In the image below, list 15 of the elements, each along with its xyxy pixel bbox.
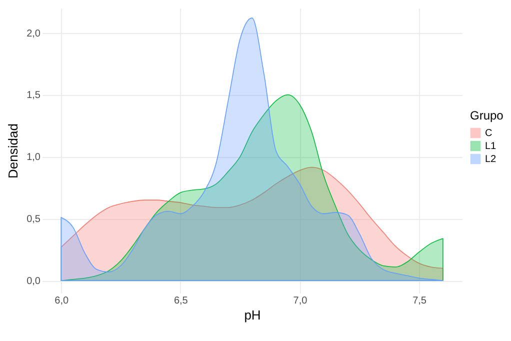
legend-title: Grupo bbox=[470, 108, 504, 122]
x-tick-label: 7,0 bbox=[293, 296, 308, 306]
legend-label: L2 bbox=[485, 154, 497, 165]
y-tick-label: 1,0 bbox=[26, 152, 41, 164]
y-axis-title: Densidad bbox=[6, 124, 21, 178]
x-tick-label: 6,0 bbox=[54, 296, 69, 306]
y-tick-label: 0,5 bbox=[26, 214, 41, 226]
legend-label: L1 bbox=[485, 141, 497, 152]
legend-label: C bbox=[485, 128, 492, 139]
x-tick-label: 7,5 bbox=[412, 296, 427, 306]
y-tick-label: 1,5 bbox=[26, 90, 41, 102]
x-axis-title: pH bbox=[244, 308, 261, 322]
x-tick-label: 6,5 bbox=[174, 296, 188, 306]
y-tick-label: 0,0 bbox=[26, 276, 41, 288]
y-tick-label: 2,0 bbox=[26, 28, 41, 40]
